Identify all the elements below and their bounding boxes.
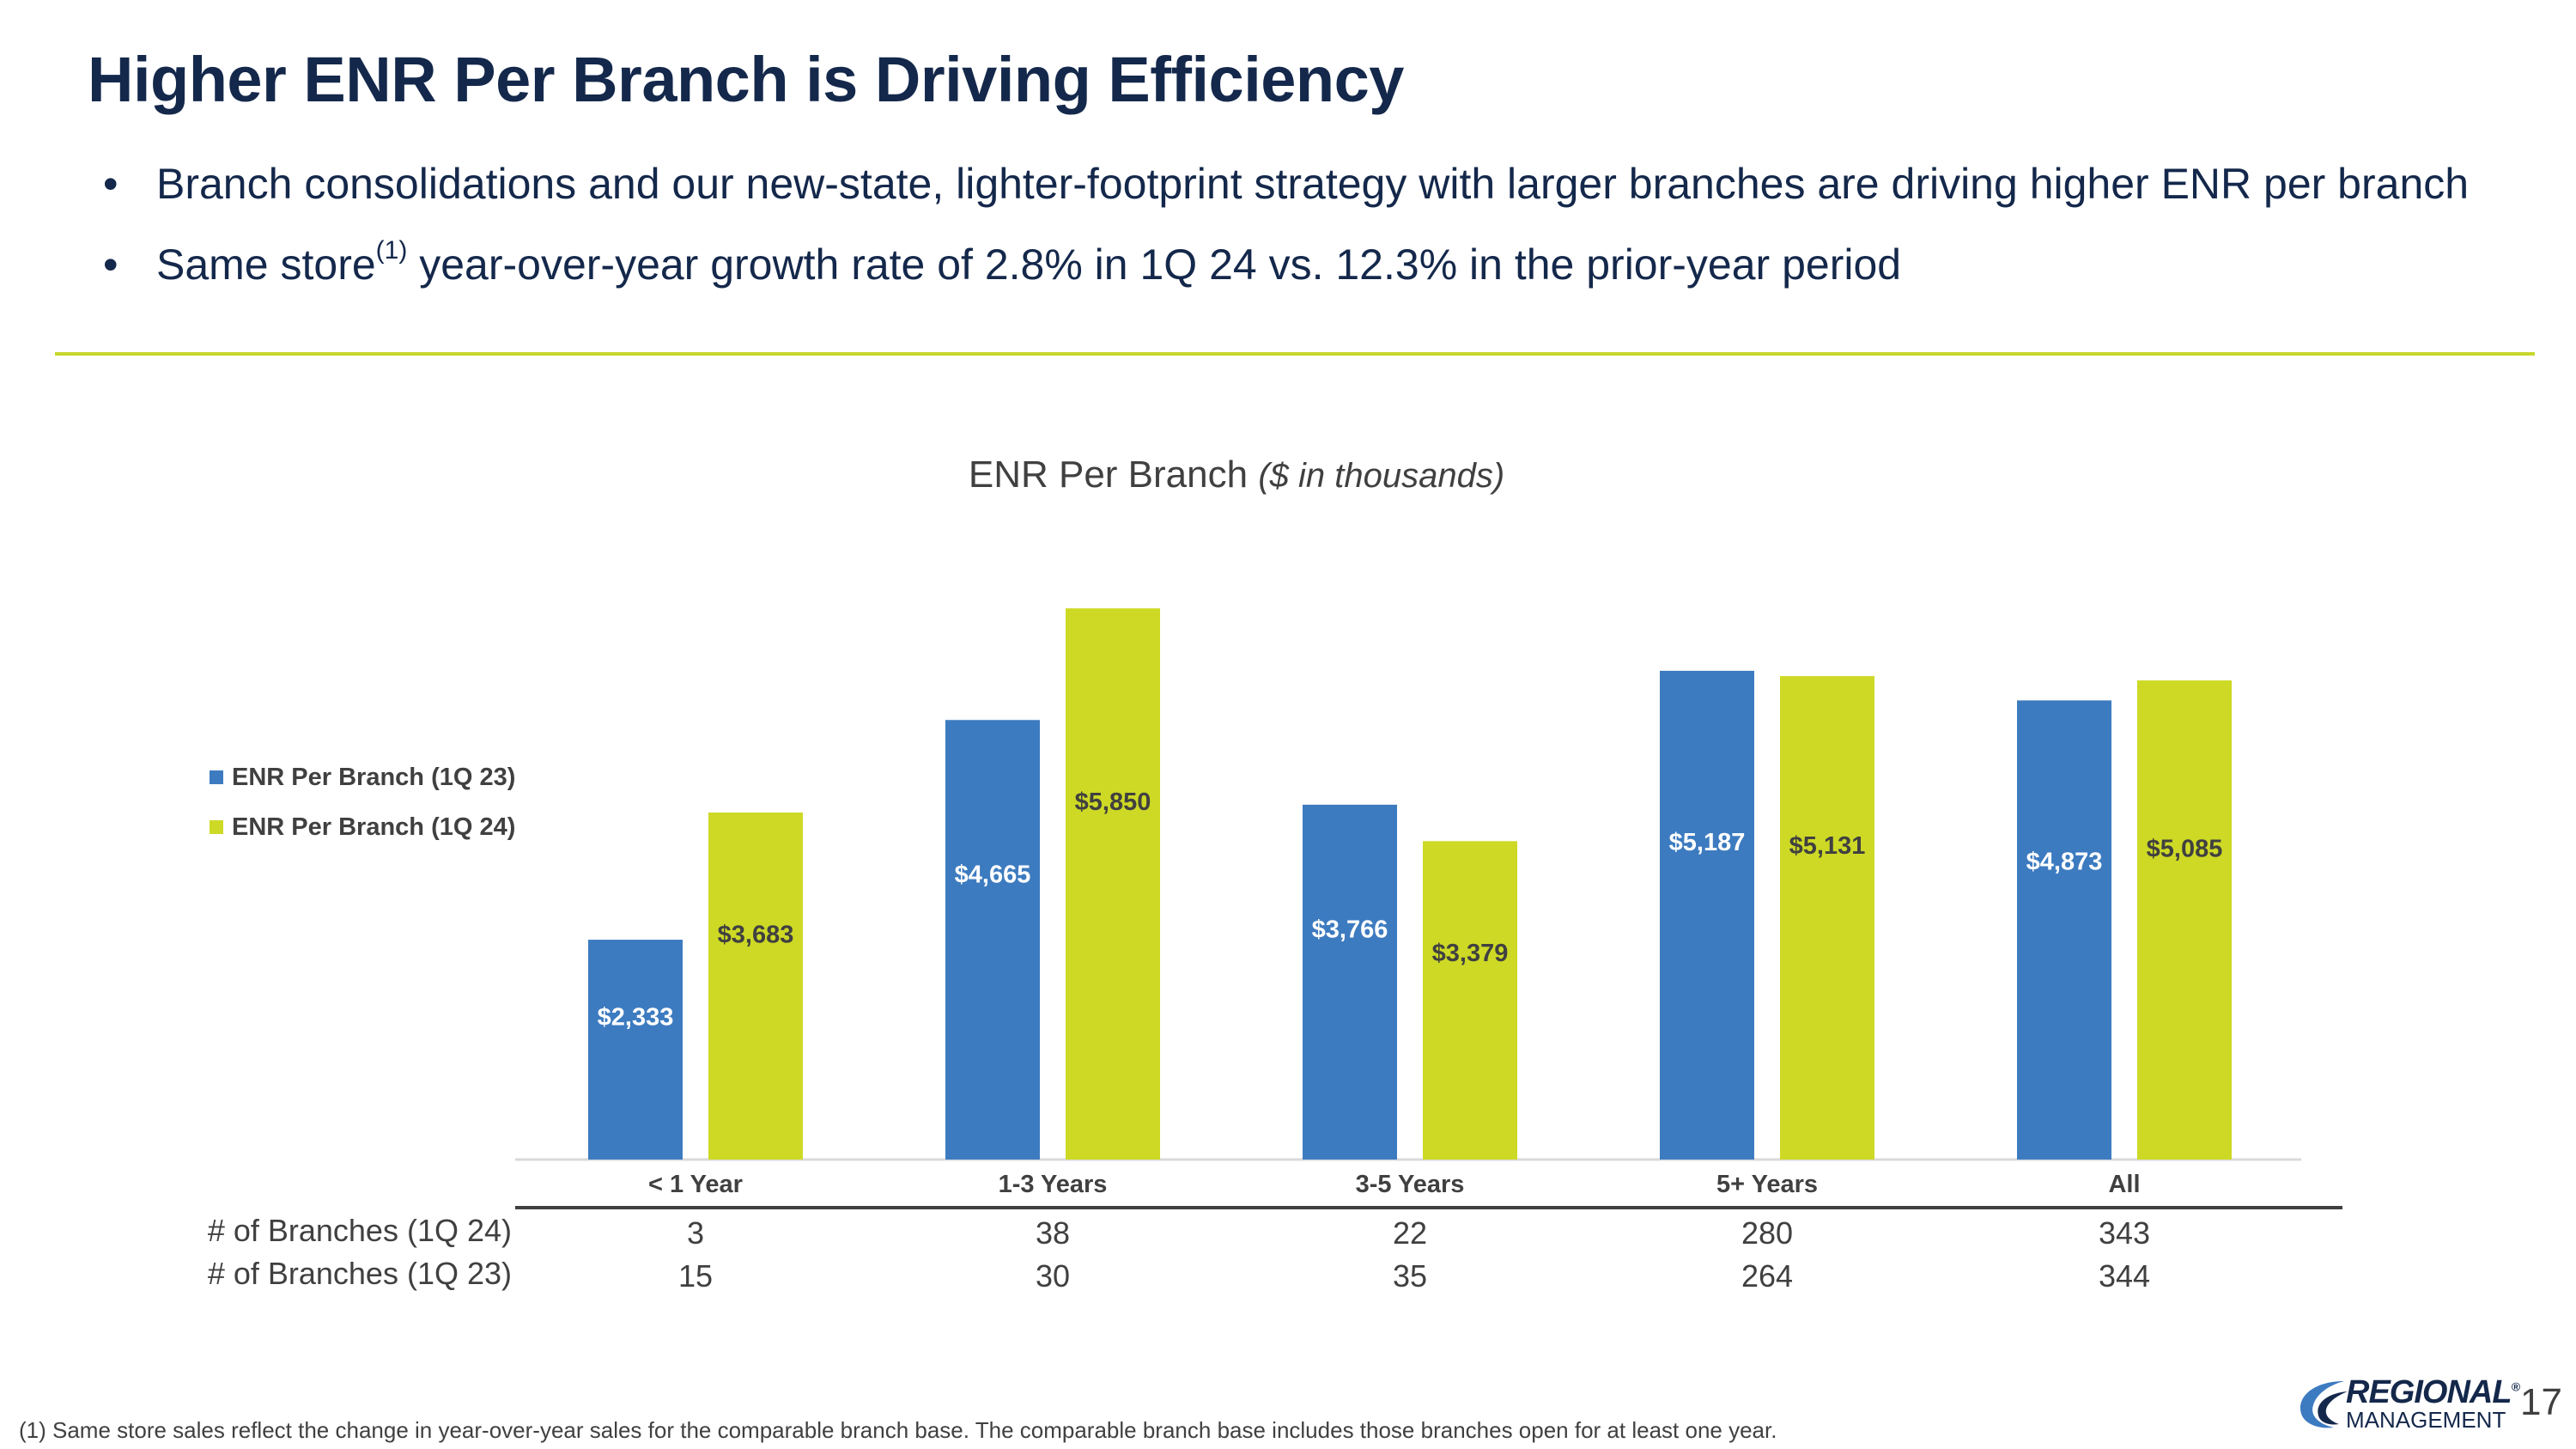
category-label-2: 3-5 Years bbox=[1356, 1171, 1465, 1198]
data-label-1q24-3: $5,131 bbox=[1789, 832, 1866, 860]
bar-1q23-2 bbox=[1303, 804, 1397, 1160]
table-cell-1-2: 35 bbox=[1393, 1258, 1427, 1294]
accent-divider bbox=[55, 352, 2535, 356]
data-label-1q23-0: $2,333 bbox=[598, 1004, 674, 1032]
bullet-item: • Branch consolidations and our new-stat… bbox=[103, 159, 2469, 209]
table-cell-0-1: 38 bbox=[1036, 1215, 1070, 1251]
bar-1q23-1 bbox=[945, 720, 1040, 1160]
table-cell-1-4: 344 bbox=[2099, 1258, 2150, 1294]
footnote: (1) Same store sales reflect the change … bbox=[19, 1417, 1777, 1443]
data-label-1q23-3: $5,187 bbox=[1669, 829, 1746, 856]
bullet-list: • Branch consolidations and our new-stat… bbox=[103, 159, 2469, 320]
data-label-1q23-4: $4,873 bbox=[2026, 849, 2103, 876]
bullet-item: • Same store(1) year-over-year growth ra… bbox=[103, 236, 2469, 289]
data-label-1q24-4: $5,085 bbox=[2147, 835, 2223, 862]
bullet-dot-icon: • bbox=[103, 240, 118, 289]
bullet-text: Branch consolidations and our new-state,… bbox=[156, 160, 2470, 208]
category-label-3: 5+ Years bbox=[1716, 1171, 1818, 1198]
legend-item-1q24: ENR Per Branch (1Q 24) bbox=[210, 802, 515, 852]
table-row-label-1q24: # of Branches (1Q 24) bbox=[207, 1213, 512, 1248]
chart-subtitle: ($ in thousands) bbox=[1258, 457, 1505, 495]
category-label-0: < 1 Year bbox=[648, 1171, 743, 1198]
footnote-ref: (1) bbox=[375, 236, 408, 265]
data-label-1q24-2: $3,379 bbox=[1432, 940, 1509, 967]
bar-1q24-0 bbox=[708, 812, 803, 1160]
slide-title: Higher ENR Per Branch is Driving Efficie… bbox=[88, 44, 1404, 115]
table-row-label-1q23: # of Branches (1Q 23) bbox=[207, 1256, 512, 1291]
bar-1q24-1 bbox=[1066, 608, 1160, 1160]
chart-legend: ENR Per Branch (1Q 23) ENR Per Branch (1… bbox=[210, 752, 515, 852]
legend-label-1q24: ENR Per Branch (1Q 24) bbox=[232, 813, 516, 841]
data-label-1q23-2: $3,766 bbox=[1312, 916, 1388, 943]
bullet-dot-icon: • bbox=[103, 160, 118, 208]
category-label-1: 1-3 Years bbox=[999, 1171, 1108, 1198]
legend-swatch-1q24 bbox=[210, 820, 223, 834]
table-cell-0-3: 280 bbox=[1741, 1215, 1793, 1251]
table-cell-1-3: 264 bbox=[1741, 1258, 1793, 1294]
legend-swatch-1q23 bbox=[210, 770, 223, 784]
logo-line1: REGIONAL® bbox=[2346, 1374, 2520, 1410]
page-number: 17 bbox=[2520, 1381, 2562, 1423]
chart-title-main: ENR Per Branch bbox=[968, 454, 1249, 496]
bar-1q24-2 bbox=[1423, 841, 1517, 1160]
logo-swoosh-icon bbox=[2300, 1381, 2348, 1428]
category-label-4: All bbox=[2108, 1171, 2140, 1198]
data-label-1q24-0: $3,683 bbox=[718, 921, 794, 948]
company-logo: REGIONAL® MANAGEMENT bbox=[2293, 1374, 2524, 1434]
bar-1q24-4 bbox=[2137, 680, 2232, 1160]
table-cell-0-4: 343 bbox=[2099, 1215, 2150, 1251]
bullet-text-after: year-over-year growth rate of 2.8% in 1Q… bbox=[407, 240, 1902, 289]
table-cell-0-2: 22 bbox=[1393, 1215, 1427, 1251]
data-label-1q23-1: $4,665 bbox=[955, 861, 1031, 888]
bar-1q24-3 bbox=[1780, 676, 1874, 1160]
data-label-1q24-1: $5,850 bbox=[1075, 788, 1151, 816]
bar-1q23-3 bbox=[1660, 670, 1754, 1160]
table-cell-1-0: 15 bbox=[678, 1258, 713, 1294]
chart-title: ENR Per Branch ($ in thousands) bbox=[0, 454, 2473, 496]
legend-item-1q23: ENR Per Branch (1Q 23) bbox=[210, 752, 515, 802]
bullet-text-before: Same store bbox=[156, 240, 376, 289]
bar-1q23-4 bbox=[2017, 700, 2111, 1160]
legend-label-1q23: ENR Per Branch (1Q 23) bbox=[232, 763, 516, 791]
bar-1q23-0 bbox=[588, 940, 683, 1160]
table-cell-1-1: 30 bbox=[1036, 1258, 1070, 1294]
table-cell-0-0: 3 bbox=[687, 1215, 704, 1251]
logo-line2: MANAGEMENT bbox=[2346, 1407, 2506, 1433]
